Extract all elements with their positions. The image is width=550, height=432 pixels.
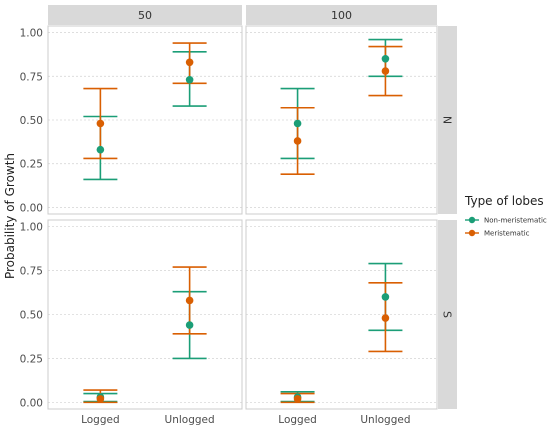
marks-layer — [83, 38, 403, 404]
data-point — [381, 314, 390, 322]
y-tick-label: 0.50 — [20, 310, 43, 322]
panel-border — [47, 25, 243, 215]
legend: Type of lobes Non-meristematic Meristemat… — [464, 194, 547, 238]
data-point — [293, 395, 302, 403]
facet-strip-100 — [246, 5, 437, 25]
data-point — [96, 119, 105, 128]
data-point — [185, 58, 194, 67]
data-point — [96, 145, 105, 154]
x-tick-label: Logged — [278, 414, 317, 426]
legend-key-point — [468, 216, 476, 224]
legend-title: Type of lobes — [464, 194, 544, 208]
legend-key-point — [468, 229, 476, 237]
data-point — [381, 55, 390, 63]
data-point — [381, 67, 390, 75]
y-tick-label: 1.00 — [20, 222, 43, 234]
panels-layer: 50 100 N S 0.00 0.25 0.50 0.75 1.00 0.00 0.25 0.50 0… — [20, 5, 457, 426]
panel-border — [245, 219, 438, 410]
legend-items: Non-meristematic Meristematic — [465, 217, 547, 238]
facet-strip-50 — [48, 5, 242, 25]
panel-background — [246, 220, 437, 409]
facet-strip-label: S — [441, 311, 454, 318]
data-point — [185, 321, 194, 329]
data-point — [185, 75, 194, 84]
facet-strip-label: N — [441, 116, 454, 124]
y-tick-label: 0.75 — [20, 266, 43, 278]
panel-background — [246, 26, 437, 214]
x-tick-label: Logged — [81, 414, 120, 426]
y-tick-label: 0.00 — [20, 202, 43, 214]
legend-label: Non-meristematic — [484, 217, 547, 225]
x-tick-label: Unlogged — [165, 414, 215, 426]
facet-strip-N — [438, 26, 457, 214]
y-tick-label: 0.25 — [20, 159, 43, 171]
data-point — [381, 293, 390, 301]
y-tick-label: 0.25 — [20, 353, 43, 365]
y-tick-label: 1.00 — [20, 28, 43, 40]
data-point — [293, 137, 302, 145]
facet-strip-label: 100 — [331, 9, 352, 22]
x-tick-label: Unlogged — [360, 414, 410, 426]
legend-label: Meristematic — [484, 230, 530, 238]
facet-strip-S — [438, 220, 457, 409]
y-axis-title: Probability of Growth — [3, 153, 17, 279]
data-point — [293, 119, 302, 128]
y-tick-label: 0.75 — [20, 71, 43, 83]
y-tick-label: 0.50 — [20, 115, 43, 127]
panel-border — [245, 25, 438, 215]
panel-border — [47, 219, 243, 410]
data-point — [96, 395, 105, 403]
y-tick-label: 0.00 — [20, 397, 43, 409]
facet-strip-label: 50 — [138, 9, 152, 22]
data-point — [185, 296, 194, 305]
